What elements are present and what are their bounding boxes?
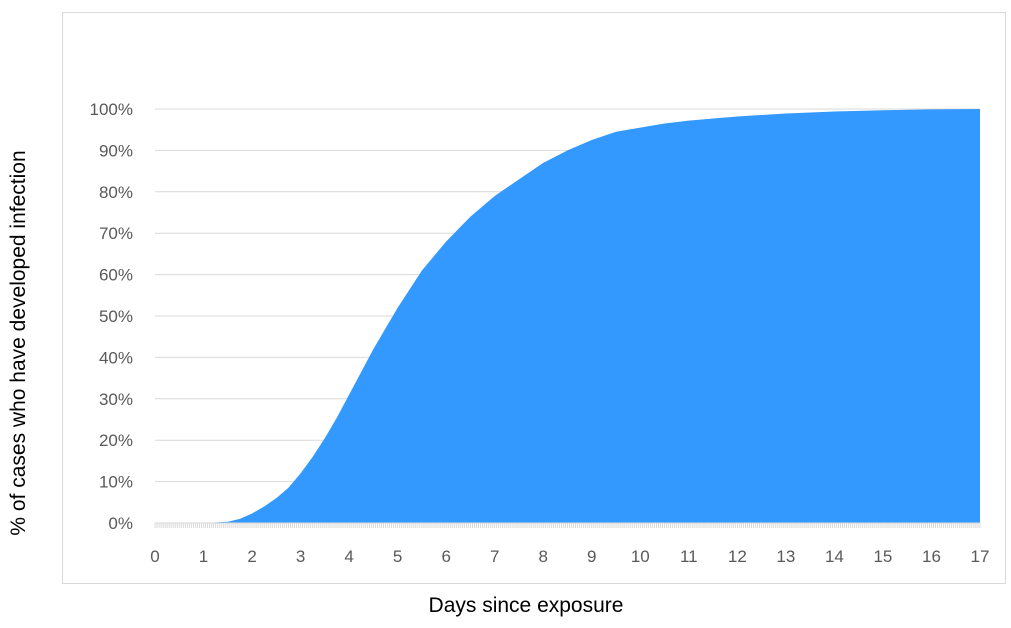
x-tick-label: 7 xyxy=(490,547,499,566)
series-layer xyxy=(155,109,980,523)
x-tick-label: 12 xyxy=(728,547,747,566)
y-tick-label: 90% xyxy=(99,141,133,160)
y-tick-label: 20% xyxy=(99,431,133,450)
x-tick-label: 8 xyxy=(539,547,548,566)
y-tick-label: 50% xyxy=(99,307,133,326)
y-tick-label: 60% xyxy=(99,266,133,285)
y-axis-tick-labels: 0% 10% 20% 30% 40% 50% 60% 70% 80% 90% 100% xyxy=(90,100,133,533)
x-axis-tick-labels: 0 1 2 3 4 5 6 7 8 9 10 11 12 13 14 15 16 17 xyxy=(150,547,989,566)
x-tick-label: 13 xyxy=(776,547,795,566)
y-axis-title: % of cases who have developed infection xyxy=(7,150,30,536)
x-tick-label: 9 xyxy=(587,547,596,566)
y-tick-label: 80% xyxy=(99,183,133,202)
y-tick-label: 70% xyxy=(99,224,133,243)
x-tick-label: 3 xyxy=(296,547,305,566)
x-tick-label: 14 xyxy=(825,547,844,566)
x-tick-label: 0 xyxy=(150,547,159,566)
x-tick-label: 1 xyxy=(199,547,208,566)
x-axis xyxy=(154,522,981,528)
y-tick-label: 0% xyxy=(108,514,133,533)
x-tick-label: 16 xyxy=(922,547,941,566)
x-tick-label: 11 xyxy=(680,547,698,566)
x-tick-label: 10 xyxy=(631,547,650,566)
x-tick-label: 5 xyxy=(393,547,402,566)
x-tick-label: 4 xyxy=(344,547,353,566)
x-tick-label: 2 xyxy=(247,547,256,566)
x-tick-label: 15 xyxy=(873,547,892,566)
y-tick-label: 10% xyxy=(99,473,133,492)
y-tick-label: 40% xyxy=(99,348,133,367)
x-tick-label: 17 xyxy=(971,547,990,566)
x-axis-title: Days since exposure xyxy=(428,594,624,617)
y-tick-label: 100% xyxy=(90,100,133,119)
series-area xyxy=(155,109,980,523)
x-tick-label: 6 xyxy=(441,547,450,566)
y-tick-label: 30% xyxy=(99,390,133,409)
